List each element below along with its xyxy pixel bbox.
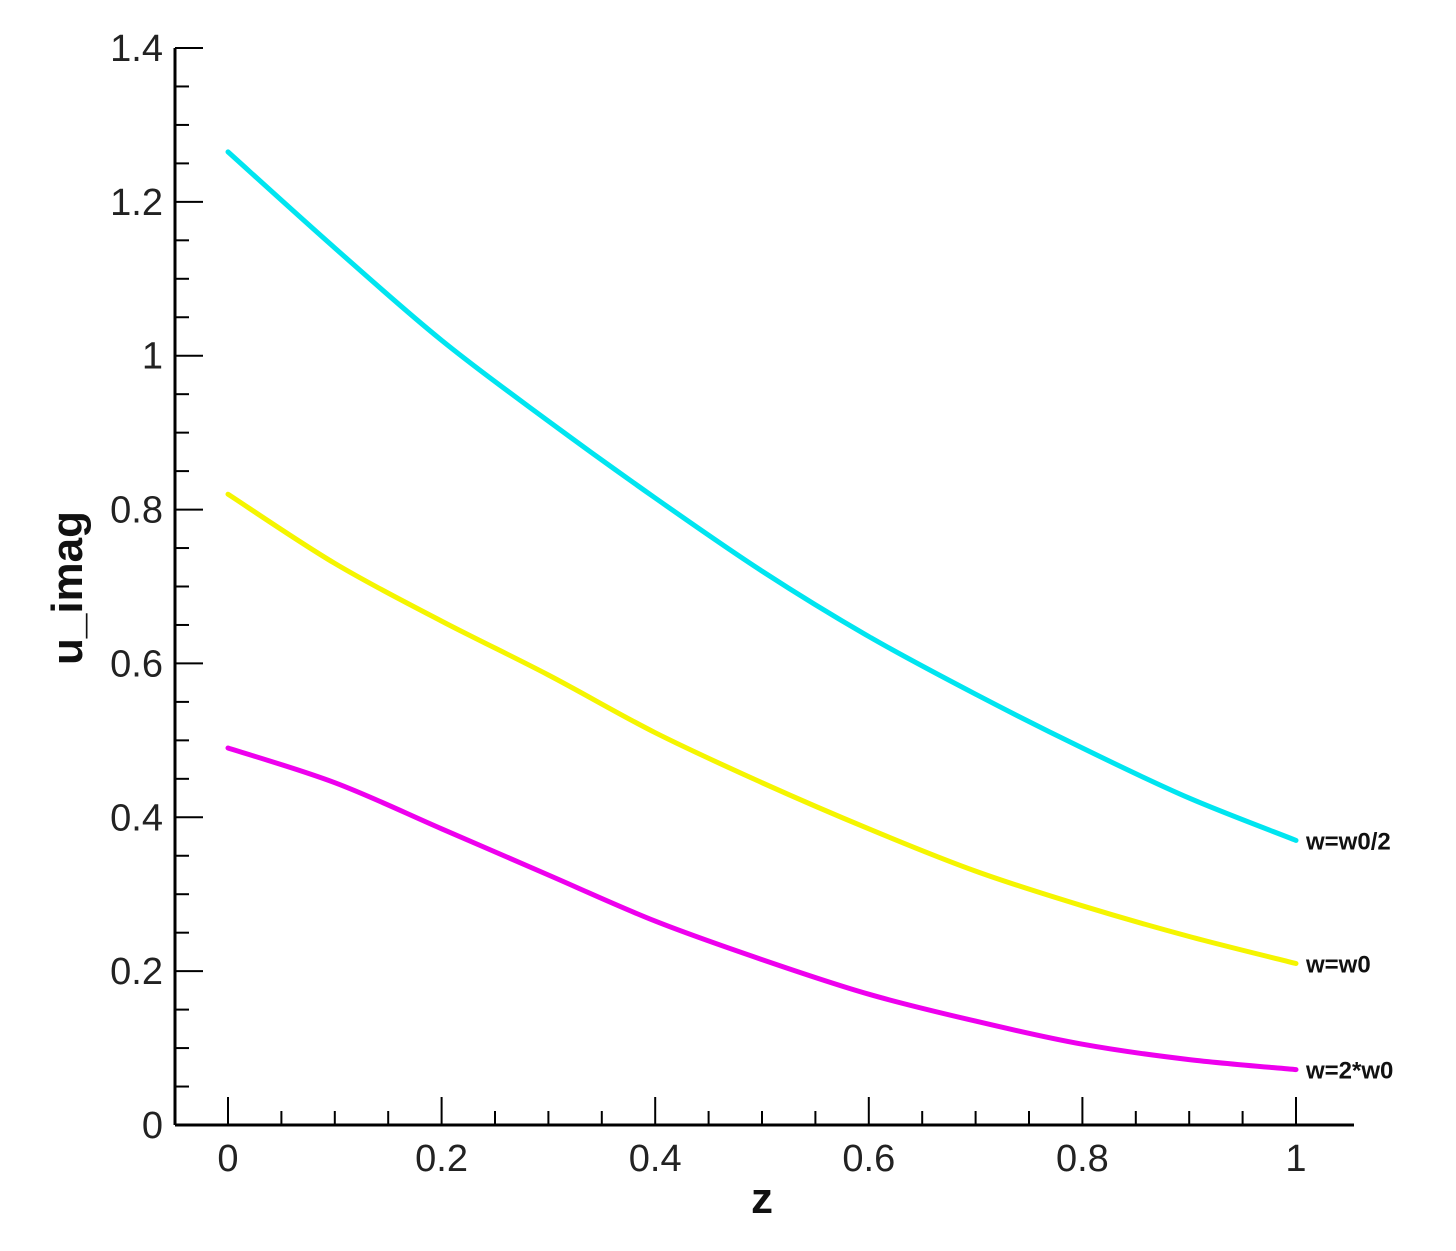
series-label-3: w=2*w0: [1305, 1058, 1393, 1085]
y-tick-label: 0.2: [110, 951, 163, 993]
x-tick-label: 0.4: [629, 1138, 682, 1180]
series-layer: [225, 149, 1299, 1073]
y-tick-label: 1.4: [110, 28, 163, 70]
y-tick-label: 0.4: [110, 797, 163, 839]
x-tick-label: 0.2: [415, 1138, 468, 1180]
y-tick-label: 1: [142, 336, 163, 378]
y-tick-label: 1.2: [110, 182, 163, 224]
series-label-1: w=w0/2: [1305, 828, 1391, 855]
y-axis-title: u_imag: [43, 511, 92, 665]
series-line-1: [225, 149, 1299, 843]
series-line-2: [225, 491, 1299, 966]
x-axis-title: z: [751, 1174, 773, 1223]
series-label-2: w=w0: [1305, 951, 1371, 978]
y-tick-label: 0.6: [110, 643, 163, 685]
x-tick-label: 0: [217, 1138, 238, 1180]
chart-axes: 0 0.2 0.4 0.6 0.8 1 1.2 1.4 0 0.2 0.4 0.6 0.8 1: [110, 28, 1354, 1180]
series-line-3: [225, 745, 1299, 1073]
labels-layer: w=w0/2 w=w0 w=2*w0: [1305, 828, 1393, 1084]
y-tick-label: 0: [142, 1105, 163, 1147]
x-tick-label: 0.6: [842, 1138, 895, 1180]
x-tick-label: 1: [1285, 1138, 1306, 1180]
y-tick-label: 0.8: [110, 490, 163, 532]
x-tick-label: 0.8: [1056, 1138, 1109, 1180]
